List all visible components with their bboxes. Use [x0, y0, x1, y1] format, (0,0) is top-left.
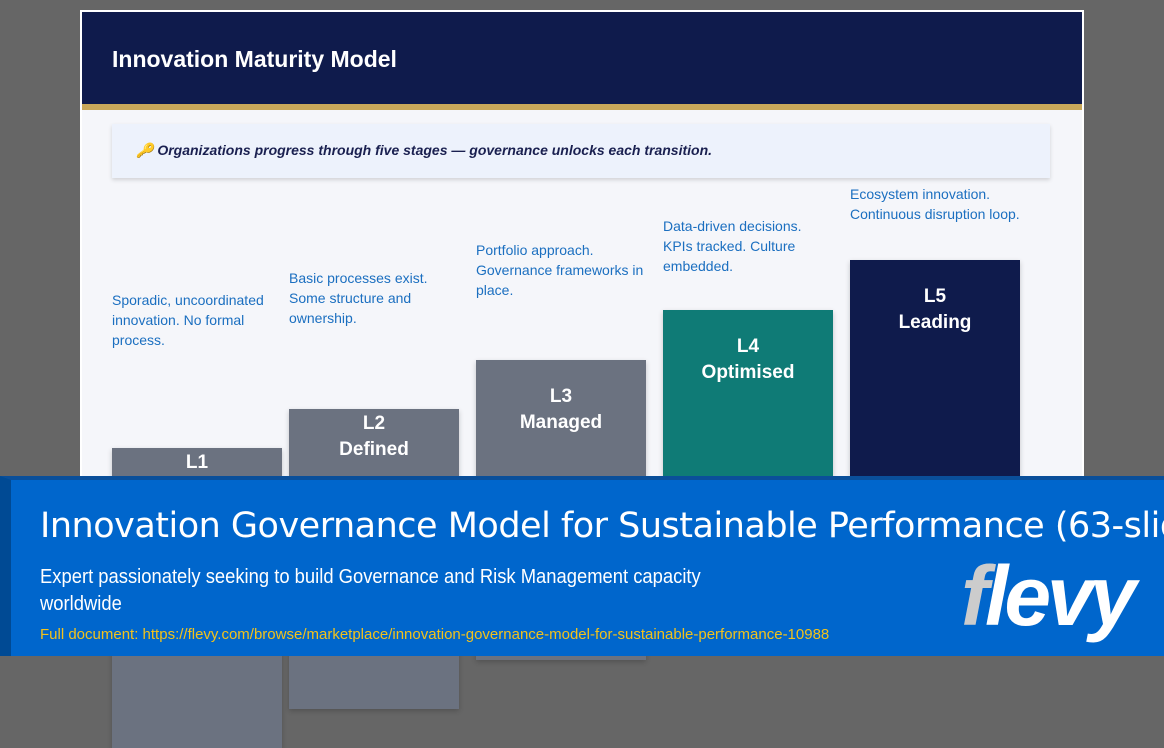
- level-code: L3: [549, 386, 573, 407]
- level-description: Portfolio approach. Governance framework…: [476, 242, 644, 298]
- level-code: L4: [736, 336, 760, 357]
- callout-box: 🔑 Organizations progress through five st…: [112, 124, 1050, 178]
- banner-subtitle: Expert passionately seeking to build Gov…: [40, 566, 701, 615]
- level-code: L1: [185, 452, 209, 473]
- level-description: Data-driven decisions. KPIs tracked. Cul…: [663, 218, 802, 274]
- level-name: Defined: [339, 439, 409, 460]
- level-code: L2: [362, 413, 386, 434]
- level-description: Ecosystem innovation. Continuous disrupt…: [850, 186, 1020, 222]
- document-link[interactable]: Full document: https://flevy.com/browse/…: [40, 626, 830, 643]
- promo-banner: Innovation Governance Model for Sustaina…: [0, 476, 1164, 656]
- level-description: Basic processes exist. Some structure an…: [289, 270, 428, 326]
- level-name: Optimised: [701, 362, 795, 383]
- banner-title-suffix: (63-slide: [1054, 506, 1164, 546]
- slide: Innovation Maturity Model 🔑 Organization…: [80, 10, 1084, 748]
- callout-text: Organizations progress through five stag…: [157, 142, 713, 158]
- slide-header: Innovation Maturity Model: [82, 12, 1082, 104]
- key-icon: 🔑: [136, 142, 154, 158]
- level-code: L5: [923, 286, 947, 307]
- banner-title: Innovation Governance Model for Sustaina…: [40, 506, 1045, 546]
- level-description: Sporadic, uncoordinated innovation. No f…: [112, 292, 264, 348]
- slide-title: Innovation Maturity Model: [112, 46, 397, 72]
- level-name: Leading: [898, 312, 972, 333]
- flevy-logo: flevy: [961, 549, 1136, 643]
- level-name: Managed: [519, 412, 603, 433]
- header-divider: [82, 104, 1082, 110]
